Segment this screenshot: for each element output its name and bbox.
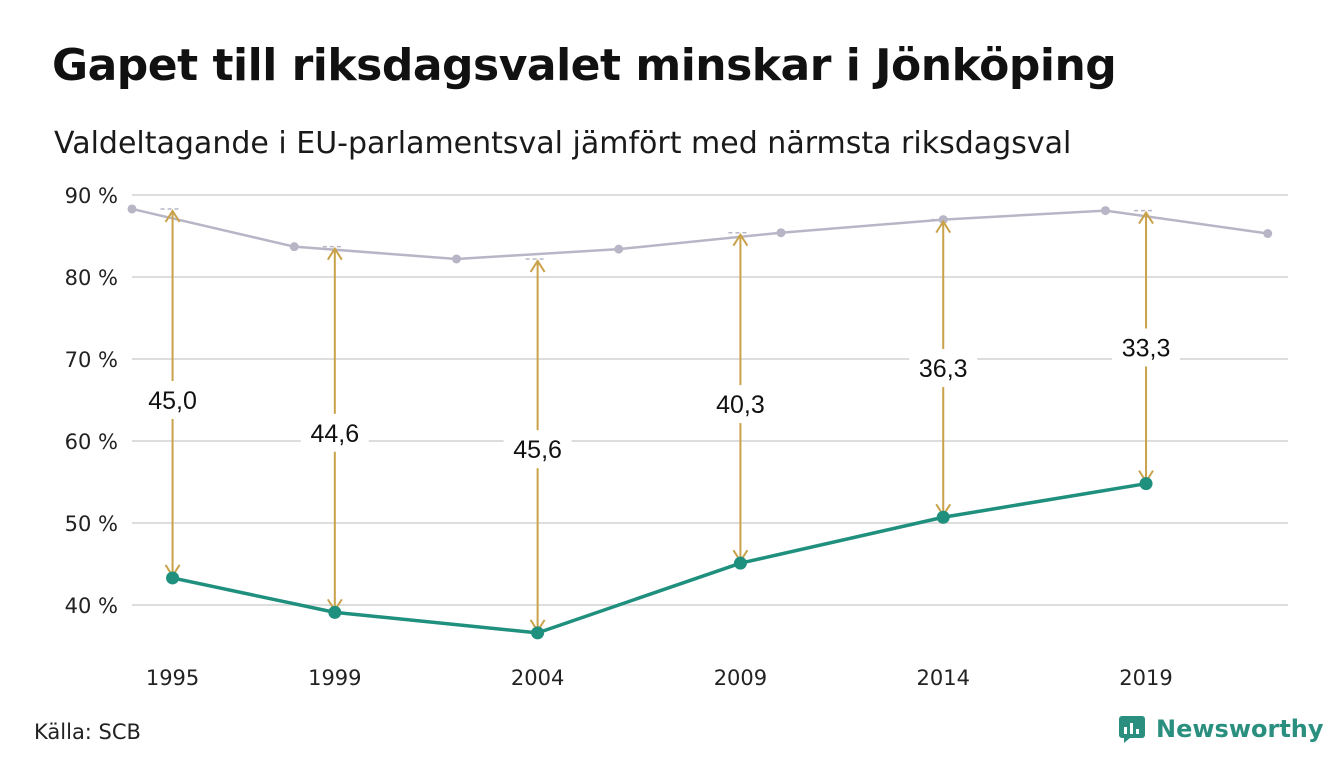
gap-label: 45,6 bbox=[513, 436, 562, 464]
x-tick-label: 2004 bbox=[511, 666, 564, 690]
gap-label: 40,3 bbox=[716, 391, 765, 419]
gap-label: 36,3 bbox=[919, 355, 968, 383]
eu-point bbox=[936, 510, 950, 524]
brand-logo-block: Newsworthy bbox=[1118, 712, 1324, 746]
riksdag-series bbox=[127, 204, 1273, 264]
y-tick-label: 90 % bbox=[65, 184, 118, 208]
chart-subtitle: Valdeltagande i EU-parlamentsval jämfört… bbox=[54, 126, 1072, 161]
gap-arrow-head-up bbox=[732, 232, 749, 247]
gap-label-background bbox=[706, 385, 775, 424]
x-tick-label: 1999 bbox=[308, 666, 361, 690]
x-tick-label: 2014 bbox=[917, 666, 970, 690]
x-tick-label: 2009 bbox=[714, 666, 767, 690]
gap-label-background bbox=[503, 430, 572, 469]
grid-lines bbox=[132, 194, 1288, 606]
gap-label: 33,3 bbox=[1122, 335, 1171, 363]
riksdag-point bbox=[776, 228, 786, 238]
x-axis-ticks: 1995 1999 2004 2009 2014 2019 bbox=[146, 666, 1173, 690]
riksdag-point bbox=[1263, 229, 1273, 239]
riksdag-point bbox=[1100, 206, 1110, 216]
eu-point bbox=[531, 626, 545, 640]
y-tick-label: 50 % bbox=[65, 512, 118, 536]
source-note: Källa: SCB bbox=[34, 720, 141, 744]
gap-arrows: 45,0 44,6 45,6 40,3 36,3 33,3 bbox=[138, 208, 1181, 633]
gap-label-background bbox=[909, 349, 978, 388]
gap-label: 44,6 bbox=[310, 420, 359, 448]
y-axis-ticks: 40 % 50 % 60 % 70 % 80 % 90 % bbox=[65, 184, 118, 618]
riksdag-point bbox=[938, 215, 948, 225]
y-tick-label: 80 % bbox=[65, 266, 118, 290]
riksdag-point bbox=[289, 242, 299, 252]
eu-point bbox=[733, 556, 747, 570]
y-tick-label: 60 % bbox=[65, 430, 118, 454]
eu-point bbox=[1139, 477, 1153, 491]
brand-name: Newsworthy bbox=[1156, 715, 1324, 743]
eu-point bbox=[166, 571, 180, 585]
gap-arrow-head-up bbox=[1138, 210, 1154, 225]
gap-arrow-head-up bbox=[529, 259, 546, 273]
gap-label-background bbox=[300, 413, 369, 452]
eu-series bbox=[166, 477, 1153, 640]
riksdag-point bbox=[614, 244, 624, 254]
riksdag-line bbox=[130, 207, 1269, 261]
eu-point bbox=[328, 605, 342, 619]
chart-title: Gapet till riksdagsvalet minskar i Jönkö… bbox=[52, 40, 1117, 91]
gap-arrow-head-up bbox=[935, 219, 952, 234]
gap-label-background bbox=[138, 381, 207, 419]
gap-label-background bbox=[1112, 328, 1181, 367]
newsworthy-logo-icon bbox=[1119, 716, 1145, 743]
y-tick-label: 40 % bbox=[65, 594, 118, 618]
gap-label: 45,0 bbox=[148, 387, 197, 415]
x-tick-label: 1995 bbox=[146, 666, 199, 690]
gap-arrow-head-up bbox=[326, 246, 343, 261]
eu-line bbox=[170, 481, 1148, 635]
riksdag-point bbox=[451, 254, 461, 264]
riksdag-point bbox=[127, 204, 137, 214]
x-tick-label: 2019 bbox=[1119, 666, 1172, 690]
y-tick-label: 70 % bbox=[65, 348, 118, 372]
gap-arrow-head-up bbox=[164, 209, 181, 223]
